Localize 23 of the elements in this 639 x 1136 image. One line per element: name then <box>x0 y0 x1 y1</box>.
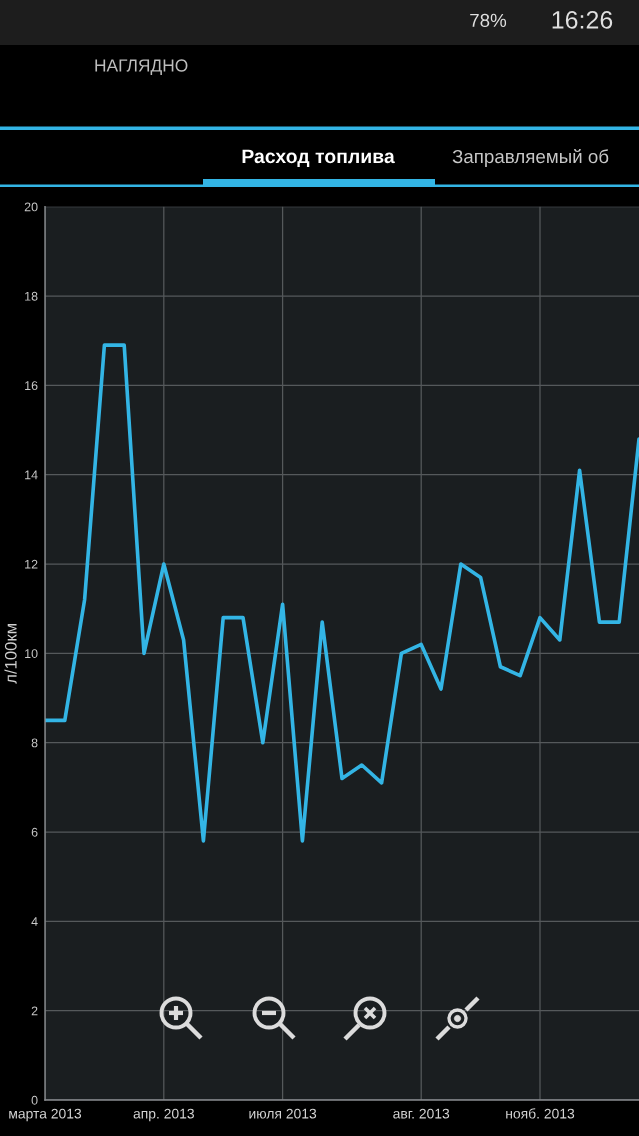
y-tick-label: 0 <box>31 1095 38 1105</box>
y-tick-label: 16 <box>25 381 38 391</box>
x-tick-label: июля 2013 <box>249 1108 317 1119</box>
chart-title: Расход топлива <box>242 149 395 167</box>
x-tick-label: авг. 2013 <box>393 1108 450 1119</box>
y-tick-label: 18 <box>25 291 38 301</box>
y-tick-label: 2 <box>31 1006 38 1016</box>
y-tick-label: 14 <box>25 470 38 480</box>
text: НАГЛЯДНО <box>95 59 188 75</box>
x-tick-label: марта 2013 <box>9 1108 82 1122</box>
x-tick-label: нояб. 2013 <box>506 1108 575 1119</box>
y-tick-label: 10 <box>25 649 38 658</box>
line-series <box>45 343 639 843</box>
text: Заправляемый об <box>452 149 609 167</box>
y-tick-label: 4 <box>31 917 38 926</box>
text: 78% <box>470 13 507 28</box>
text: 16:26 <box>552 11 613 29</box>
y-axis-title: л/100км <box>4 624 17 684</box>
y-tick-label: 8 <box>31 738 38 748</box>
y-tick-label: 6 <box>31 827 38 837</box>
y-tick-label: 12 <box>25 559 38 569</box>
x-tick-label: апр. 2013 <box>133 1108 194 1122</box>
y-tick-label: 20 <box>24 202 38 212</box>
